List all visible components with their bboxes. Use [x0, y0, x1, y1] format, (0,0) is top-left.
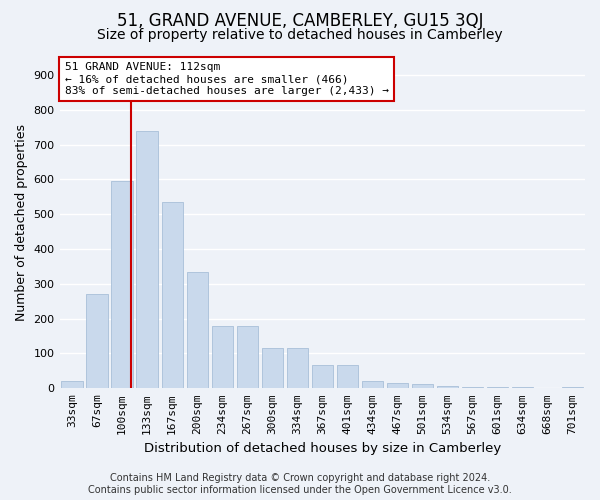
- Bar: [487, 386, 508, 388]
- Text: 51, GRAND AVENUE, CAMBERLEY, GU15 3QJ: 51, GRAND AVENUE, CAMBERLEY, GU15 3QJ: [117, 12, 483, 30]
- Text: Contains HM Land Registry data © Crown copyright and database right 2024.
Contai: Contains HM Land Registry data © Crown c…: [88, 474, 512, 495]
- Bar: [112, 181, 133, 388]
- Bar: [462, 386, 483, 388]
- Text: 51 GRAND AVENUE: 112sqm
← 16% of detached houses are smaller (466)
83% of semi-d: 51 GRAND AVENUE: 112sqm ← 16% of detache…: [65, 62, 389, 96]
- Bar: [61, 382, 83, 388]
- Bar: [387, 383, 408, 388]
- Bar: [212, 326, 233, 388]
- Bar: [437, 386, 458, 388]
- Text: Size of property relative to detached houses in Camberley: Size of property relative to detached ho…: [97, 28, 503, 42]
- Bar: [187, 272, 208, 388]
- Bar: [86, 294, 108, 388]
- Bar: [136, 130, 158, 388]
- Bar: [236, 326, 258, 388]
- Bar: [161, 202, 183, 388]
- Bar: [337, 364, 358, 388]
- Bar: [412, 384, 433, 388]
- Y-axis label: Number of detached properties: Number of detached properties: [15, 124, 28, 322]
- Bar: [562, 386, 583, 388]
- Bar: [362, 380, 383, 388]
- X-axis label: Distribution of detached houses by size in Camberley: Distribution of detached houses by size …: [143, 442, 501, 455]
- Bar: [287, 348, 308, 389]
- Bar: [262, 348, 283, 389]
- Bar: [311, 364, 333, 388]
